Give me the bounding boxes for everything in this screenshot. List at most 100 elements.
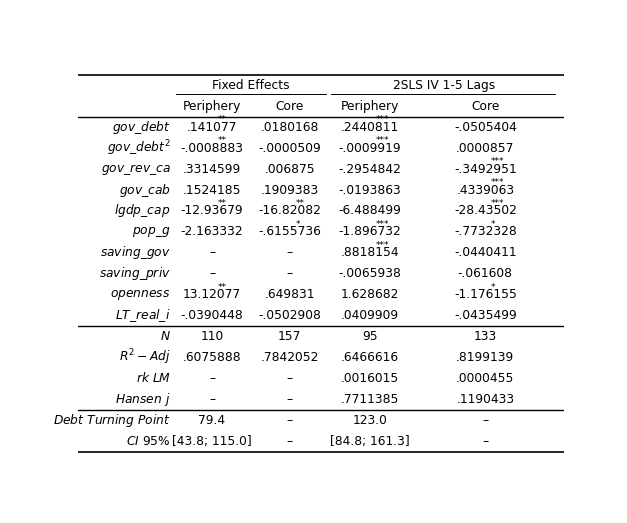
Text: -1.896732: -1.896732 (339, 225, 401, 238)
Text: –: – (287, 372, 293, 385)
Text: $N$: $N$ (160, 330, 171, 343)
Text: -28.43502: -28.43502 (454, 204, 517, 218)
Text: .2440811: .2440811 (341, 121, 399, 134)
Text: –: – (209, 267, 215, 280)
Text: ***: *** (376, 116, 389, 124)
Text: .7711385: .7711385 (340, 393, 399, 406)
Text: $\mathit{LT\_real\_i}$: $\mathit{LT\_real\_i}$ (115, 307, 171, 324)
Text: -.0505404: -.0505404 (454, 121, 517, 134)
Text: 2SLS IV 1-5 Lags: 2SLS IV 1-5 Lags (393, 79, 495, 92)
Text: .1524185: .1524185 (182, 184, 241, 197)
Text: 13.12077: 13.12077 (183, 288, 241, 301)
Text: -.0000509: -.0000509 (258, 142, 321, 155)
Text: -1.176155: -1.176155 (454, 288, 517, 301)
Text: –: – (209, 372, 215, 385)
Text: -.0502908: -.0502908 (258, 309, 321, 322)
Text: -.0390448: -.0390448 (181, 309, 243, 322)
Text: Periphery: Periphery (340, 100, 399, 113)
Text: –: – (482, 435, 488, 448)
Text: –: – (287, 435, 293, 448)
Text: [84.8; 161.3]: [84.8; 161.3] (330, 435, 410, 448)
Text: -.0440411: -.0440411 (454, 246, 517, 259)
Text: –: – (482, 414, 488, 427)
Text: 110: 110 (201, 330, 224, 343)
Text: -2.163332: -2.163332 (181, 225, 243, 238)
Text: –: – (287, 267, 293, 280)
Text: $\mathit{saving\_priv}$: $\mathit{saving\_priv}$ (99, 265, 171, 282)
Text: .1909383: .1909383 (261, 184, 319, 197)
Text: $\mathit{gov\_cab}$: $\mathit{gov\_cab}$ (119, 181, 171, 199)
Text: -.3492951: -.3492951 (454, 163, 517, 176)
Text: $\mathit{pop\_g}$: $\mathit{pop\_g}$ (132, 225, 171, 239)
Text: .7842052: .7842052 (261, 351, 319, 364)
Text: -.0009919: -.0009919 (339, 142, 401, 155)
Text: .0016015: .0016015 (341, 372, 399, 385)
Text: $\mathit{gov\_debt}^2$: $\mathit{gov\_debt}^2$ (107, 139, 171, 158)
Text: -12.93679: -12.93679 (181, 204, 243, 218)
Text: Fixed Effects: Fixed Effects (212, 79, 290, 92)
Text: –: – (287, 414, 293, 427)
Text: .8818154: .8818154 (340, 246, 399, 259)
Text: ***: *** (376, 220, 389, 229)
Text: $\mathit{gov\_debt}$: $\mathit{gov\_debt}$ (112, 119, 171, 135)
Text: –: – (209, 246, 215, 259)
Text: -.7732328: -.7732328 (454, 225, 517, 238)
Text: 79.4: 79.4 (198, 414, 226, 427)
Text: –: – (287, 393, 293, 406)
Text: .4339063: .4339063 (456, 184, 514, 197)
Text: **: ** (218, 116, 226, 124)
Text: .1190433: .1190433 (456, 393, 514, 406)
Text: .141077: .141077 (187, 121, 237, 134)
Text: .0000455: .0000455 (456, 372, 515, 385)
Text: 123.0: 123.0 (352, 414, 387, 427)
Text: -.6155736: -.6155736 (258, 225, 321, 238)
Text: $\mathit{gov\_rev\_ca}$: $\mathit{gov\_rev\_ca}$ (101, 162, 171, 177)
Text: Core: Core (471, 100, 500, 113)
Text: *: * (491, 220, 495, 229)
Text: 157: 157 (278, 330, 302, 343)
Text: ***: *** (491, 178, 504, 187)
Text: –: – (209, 393, 215, 406)
Text: $\mathit{Debt\ Turning\ Point}$: $\mathit{Debt\ Turning\ Point}$ (53, 412, 171, 429)
Text: **: ** (218, 199, 226, 208)
Text: -6.488499: -6.488499 (339, 204, 401, 218)
Text: *: * (491, 283, 495, 292)
Text: [43.8; 115.0]: [43.8; 115.0] (172, 435, 252, 448)
Text: 133: 133 (474, 330, 497, 343)
Text: Periphery: Periphery (183, 100, 241, 113)
Text: **: ** (295, 199, 304, 208)
Text: $\mathit{lgdp\_cap}$: $\mathit{lgdp\_cap}$ (114, 202, 171, 220)
Text: -.061608: -.061608 (458, 267, 513, 280)
Text: $\mathit{saving\_gov}$: $\mathit{saving\_gov}$ (100, 244, 171, 262)
Text: -.0008883: -.0008883 (181, 142, 243, 155)
Text: -.2954842: -.2954842 (339, 163, 401, 176)
Text: ***: *** (376, 137, 389, 145)
Text: $Hansen\ j$: $Hansen\ j$ (115, 391, 171, 408)
Text: –: – (287, 246, 293, 259)
Text: $\mathit{CI}\ 95\%$: $\mathit{CI}\ 95\%$ (126, 435, 171, 448)
Text: ***: *** (491, 157, 504, 166)
Text: ***: *** (491, 199, 504, 208)
Text: -.0435499: -.0435499 (454, 309, 517, 322)
Text: .0409909: .0409909 (341, 309, 399, 322)
Text: 1.628682: 1.628682 (340, 288, 399, 301)
Text: ***: *** (376, 241, 389, 250)
Text: -.0065938: -.0065938 (339, 267, 401, 280)
Text: -16.82082: -16.82082 (258, 204, 321, 218)
Text: .6075888: .6075888 (182, 351, 241, 364)
Text: -.0193863: -.0193863 (339, 184, 401, 197)
Text: .0000857: .0000857 (456, 142, 515, 155)
Text: $R^2 - Adj$: $R^2 - Adj$ (119, 348, 171, 367)
Text: .8199139: .8199139 (456, 351, 515, 364)
Text: 95: 95 (362, 330, 377, 343)
Text: .3314599: .3314599 (183, 163, 241, 176)
Text: **: ** (218, 137, 226, 145)
Text: .649831: .649831 (265, 288, 315, 301)
Text: .6466616: .6466616 (341, 351, 399, 364)
Text: Core: Core (275, 100, 304, 113)
Text: .0180168: .0180168 (261, 121, 319, 134)
Text: .006875: .006875 (265, 163, 315, 176)
Text: $\mathit{openness}$: $\mathit{openness}$ (110, 288, 171, 302)
Text: $rk\ LM$: $rk\ LM$ (135, 371, 171, 385)
Text: *: * (295, 220, 300, 229)
